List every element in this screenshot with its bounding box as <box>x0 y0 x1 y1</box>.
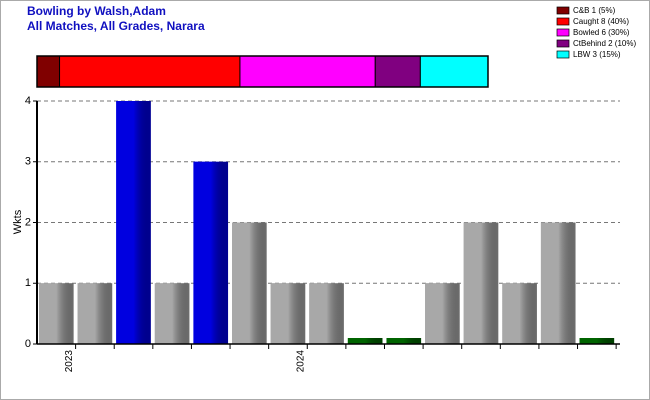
bar <box>154 283 190 344</box>
chart-subtitle: All Matches, All Grades, Narara <box>27 19 205 33</box>
legend-label: LBW 3 (15%) <box>573 50 621 59</box>
segment <box>36 55 61 88</box>
segment <box>59 55 241 88</box>
y-tick-label: 1 <box>25 277 31 289</box>
y-tick-label: 4 <box>25 95 31 107</box>
bar <box>116 101 151 344</box>
legend-label: Bowled 6 (30%) <box>573 28 630 37</box>
bar <box>386 338 422 344</box>
legend-label: C&B 1 (5%) <box>573 6 616 15</box>
bar <box>579 338 615 344</box>
bar <box>347 338 383 344</box>
bar <box>540 222 576 344</box>
bar <box>309 283 344 344</box>
legend-swatch <box>556 39 570 48</box>
bar <box>463 222 499 344</box>
bar <box>77 283 113 344</box>
bar <box>425 283 460 344</box>
bar <box>232 222 267 344</box>
bar <box>39 283 74 344</box>
y-tick-label: 3 <box>25 156 31 168</box>
x-tick-label: 2024 <box>296 350 307 373</box>
x-tick-label: 2023 <box>64 350 75 373</box>
bar-outline <box>36 55 489 88</box>
y-axis-label: Wkts <box>12 209 24 234</box>
segment <box>239 55 376 88</box>
legend-label: CtBehind 2 (10%) <box>573 39 636 48</box>
legend-label: Caught 8 (40%) <box>573 17 629 26</box>
bar <box>270 283 306 344</box>
bar <box>502 283 537 344</box>
y-tick-label: 0 <box>25 338 31 350</box>
y-tick-label: 2 <box>25 216 31 228</box>
legend-swatch <box>556 28 570 37</box>
bar <box>193 161 229 344</box>
chart-title: Bowling by Walsh,Adam <box>27 4 166 18</box>
legend-swatch <box>556 17 570 26</box>
segment <box>419 55 489 88</box>
segment <box>374 55 421 88</box>
legend-swatch <box>556 50 570 59</box>
legend-swatch <box>556 6 570 15</box>
